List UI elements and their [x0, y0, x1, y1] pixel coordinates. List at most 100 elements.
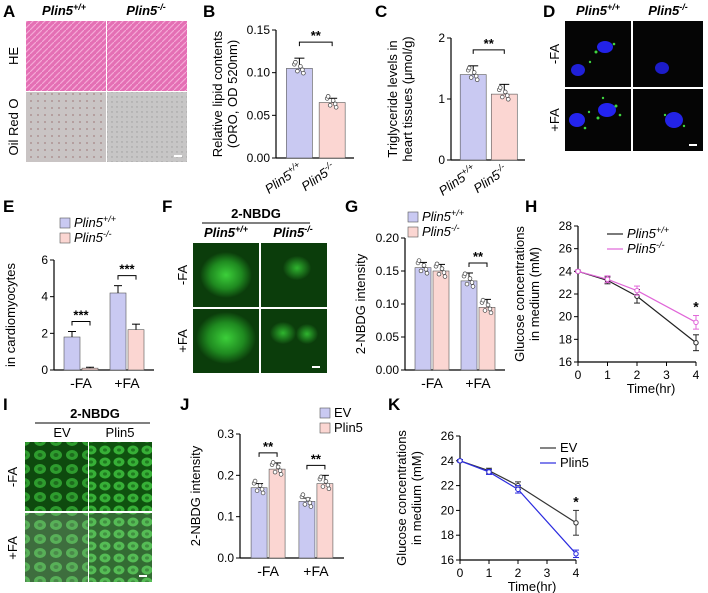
- data-point: [272, 469, 278, 475]
- panel-f-row-label-nofa: -FA: [175, 265, 190, 286]
- data-point: [302, 502, 308, 507]
- data-point: [470, 284, 476, 289]
- significance-label: **: [311, 451, 322, 466]
- y-tick-label: 16: [559, 355, 573, 369]
- x-tick-label: 2: [515, 566, 522, 580]
- data-point: [487, 306, 493, 312]
- data-point: [439, 266, 445, 271]
- data-point: [260, 490, 266, 496]
- panel-f-col-label-wt: Plin5+/+: [204, 224, 249, 240]
- data-point: [468, 75, 474, 80]
- y-tick-label: 0.10: [376, 297, 400, 311]
- panel-i-micrographs: 2-NBDG EV Plin5 -FA +FA: [5, 406, 152, 582]
- x-tick-label: 2: [634, 368, 641, 382]
- bar: [414, 267, 432, 371]
- y-tick-label: 24: [441, 454, 455, 468]
- panel-i-row-label-nofa: -FA: [5, 467, 20, 488]
- y-axis-label: 2-NBDG intensity: [188, 445, 203, 546]
- data-point: [693, 319, 699, 326]
- x-tick-label: -FA: [257, 563, 279, 579]
- data-point: [293, 60, 298, 65]
- data-point: [505, 93, 510, 98]
- y-tick-label: 0.0: [217, 551, 234, 565]
- data-point: [573, 551, 579, 557]
- significance-bracket: [472, 49, 505, 54]
- y-tick-label: 24: [559, 264, 573, 278]
- y-tick-label: 6: [41, 253, 48, 267]
- panel-letter-i: I: [3, 395, 8, 414]
- x-tick-label: 0: [457, 566, 464, 580]
- data-point: [275, 464, 281, 470]
- bar: [63, 336, 81, 371]
- micrograph-d-nofa-wt: [565, 21, 631, 87]
- y-tick-label: 18: [441, 528, 455, 542]
- series-line: [577, 270, 697, 344]
- lipid-droplets: [583, 42, 686, 130]
- data-point: [416, 258, 422, 263]
- y-tick-label: 0.2: [217, 468, 234, 482]
- data-point: [462, 271, 468, 277]
- data-point: [305, 496, 311, 502]
- y-axis-label: (ORO, OD 520nm): [225, 40, 240, 148]
- data-point: [464, 281, 470, 287]
- chart-c: 0 1 2 Triglyceride levels in heart tissues (…: [385, 31, 525, 199]
- panel-letters: A B C D E F G H I J K: [3, 2, 555, 414]
- x-tick-label: +FA: [303, 563, 329, 579]
- data-point: [424, 270, 430, 276]
- y-tick-label: 0.1: [217, 510, 234, 524]
- y-axis-label: Glucose concentrations: [394, 430, 409, 566]
- legend-label: Plin5+/+: [74, 214, 116, 230]
- data-point: [277, 468, 283, 473]
- data-point: [318, 474, 324, 480]
- data-point: [434, 261, 440, 267]
- panel-i-row-label-fa: +FA: [5, 536, 20, 560]
- micrograph-d-nofa-ko: [633, 21, 703, 87]
- panel-letter-f: F: [162, 197, 172, 216]
- y-tick-label: 1: [438, 92, 445, 106]
- nucleus: [597, 41, 613, 53]
- legend-label: Plin5: [560, 455, 589, 470]
- data-point: [488, 310, 494, 316]
- bar: [478, 306, 496, 371]
- micrograph-he-wt: [26, 21, 106, 91]
- panel-i-col-label-ev: EV: [53, 425, 71, 440]
- panel-letter-j: J: [180, 395, 189, 414]
- panel-a-col-label-ko: Plin5-/-: [126, 2, 166, 18]
- micrograph-i-nofa-ev: [25, 442, 88, 511]
- data-point: [423, 267, 429, 272]
- nucleus: [665, 112, 683, 128]
- y-tick-label: 0.00: [376, 363, 400, 377]
- y-tick-label: 18: [559, 332, 573, 346]
- y-axis-label: Relative lipid contents: [210, 30, 225, 157]
- panel-f-title: 2-NBDG: [231, 206, 281, 221]
- y-tick-label: 0.05: [247, 108, 271, 122]
- significance-bracket: [258, 452, 278, 457]
- panel-f-row-label-fa: +FA: [175, 329, 190, 353]
- y-tick-label: 28: [559, 219, 573, 233]
- nucleus: [571, 64, 585, 76]
- panel-letter-c: C: [375, 2, 387, 21]
- panel-a-row-label-he: HE: [6, 47, 21, 65]
- significance-label: ***: [119, 262, 135, 277]
- micrograph-he-ko: [107, 21, 187, 91]
- y-tick-label: 22: [559, 287, 573, 301]
- bar: [459, 74, 487, 161]
- x-tick-label: 0: [575, 368, 582, 382]
- panel-letter-g: G: [345, 197, 358, 216]
- data-point: [469, 280, 475, 285]
- bar: [286, 68, 313, 159]
- bar: [432, 270, 450, 371]
- micrograph-f-fa-ko: [261, 309, 327, 373]
- data-point: [270, 460, 276, 465]
- y-axis-label: 2-NBDG intensity: [353, 253, 368, 354]
- data-point: [498, 85, 503, 90]
- panel-d-micrographs: Plin5+/+ Plin5-/- -FA +FA: [547, 2, 703, 151]
- y-tick-label: 0.10: [247, 66, 271, 80]
- data-point: [254, 488, 260, 493]
- nucleus: [569, 113, 585, 127]
- significance-label: ***: [73, 308, 89, 323]
- legend-swatch: [407, 211, 419, 223]
- data-point: [474, 77, 480, 82]
